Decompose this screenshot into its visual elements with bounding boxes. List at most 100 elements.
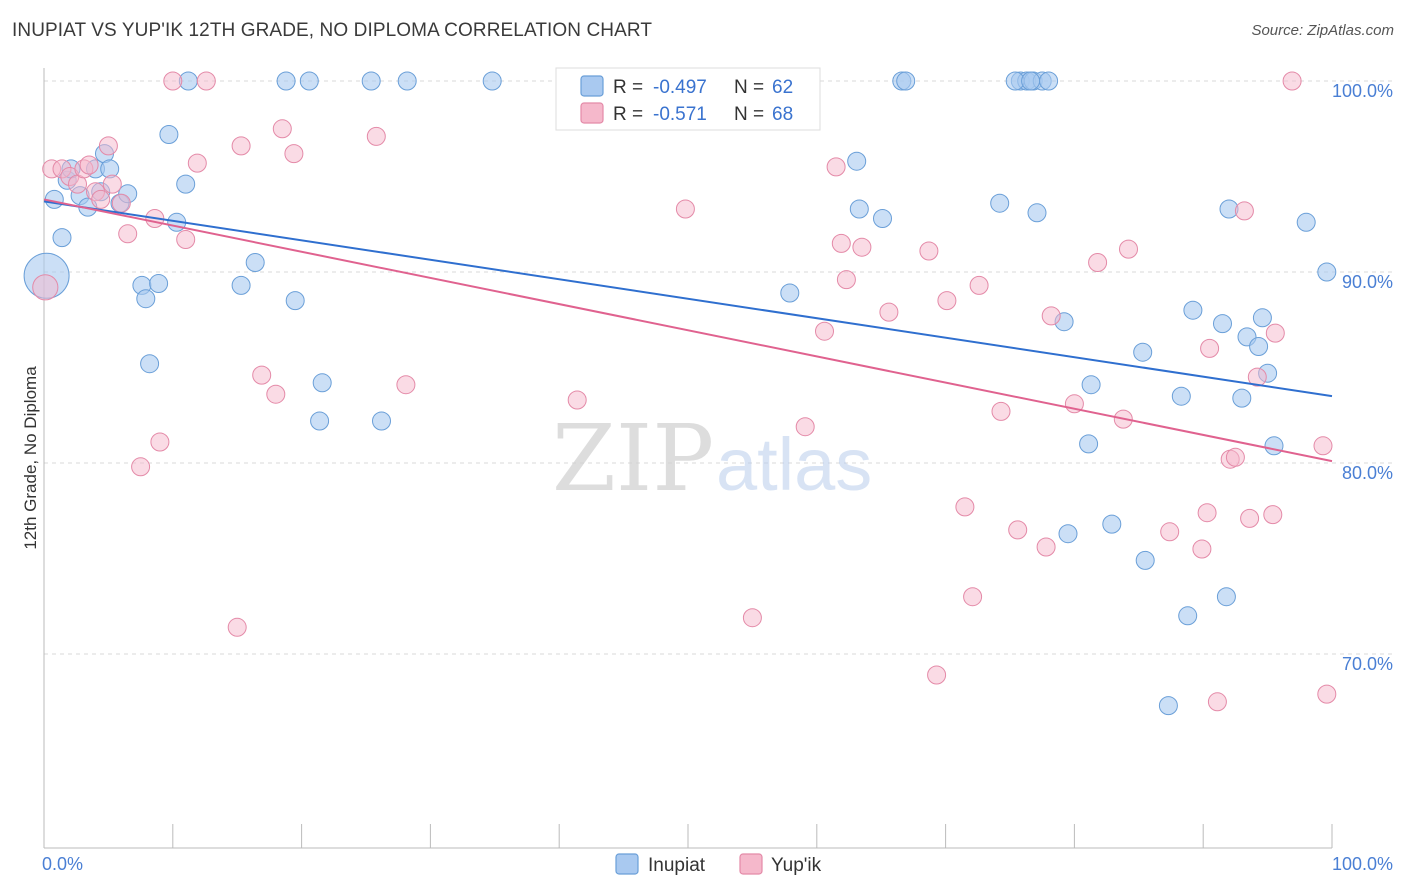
inupiat-point bbox=[176, 174, 196, 194]
yupik-point bbox=[927, 665, 947, 685]
yupik-point bbox=[815, 321, 834, 341]
inupiat-point bbox=[140, 354, 160, 374]
gridlines bbox=[44, 80, 1394, 655]
yupik-point bbox=[991, 401, 1011, 421]
yupik-point bbox=[1247, 367, 1267, 387]
yupik-point bbox=[675, 199, 695, 219]
bottom-legend-label-inupiat: Inupiat bbox=[648, 855, 706, 876]
inupiat-point bbox=[1171, 386, 1191, 406]
yupik-point bbox=[742, 608, 762, 628]
source-label: Source: ZipAtlas.com bbox=[1251, 22, 1394, 39]
inupiat-point bbox=[1081, 375, 1101, 395]
yupik-point bbox=[826, 157, 846, 177]
yupik-point bbox=[1119, 239, 1138, 259]
yupik-point bbox=[567, 390, 587, 410]
inupiat-point bbox=[1133, 342, 1153, 362]
inupiat-point bbox=[1249, 337, 1269, 356]
watermark-zip: ZIP bbox=[552, 405, 714, 512]
inupiat-trend-line bbox=[43, 200, 1333, 398]
yupik-point bbox=[955, 497, 975, 517]
chart-title: INUPIAT VS YUP'IK 12TH GRADE, NO DIPLOMA… bbox=[12, 20, 653, 41]
yupik-point bbox=[163, 71, 183, 91]
yupik-point bbox=[196, 71, 216, 91]
yupik-point bbox=[963, 587, 983, 607]
yupik-point bbox=[102, 174, 122, 194]
inupiat-point bbox=[149, 274, 169, 293]
inupiat-point bbox=[873, 209, 892, 228]
inupiat-points bbox=[23, 71, 1337, 716]
inupiat-point bbox=[1264, 436, 1284, 456]
yupik-point bbox=[879, 302, 899, 322]
yupik-point bbox=[284, 144, 304, 164]
yupik-point bbox=[98, 136, 118, 156]
yupik-point bbox=[1192, 539, 1212, 559]
yupik-point bbox=[176, 230, 196, 249]
yupik-point bbox=[272, 119, 292, 139]
yupik-point bbox=[919, 241, 939, 261]
yupik-point bbox=[32, 274, 59, 301]
yupik-point bbox=[396, 375, 416, 395]
inupiat-point bbox=[847, 151, 867, 171]
yupik-point bbox=[118, 224, 138, 244]
yupik-point bbox=[831, 233, 851, 253]
inupiat-point bbox=[1213, 314, 1232, 334]
inupiat-point bbox=[990, 193, 1010, 213]
yupik-points bbox=[32, 71, 1337, 712]
inupiat-point bbox=[1216, 587, 1236, 607]
legend-swatch-inupiat bbox=[580, 75, 604, 97]
yupik-point bbox=[1036, 537, 1056, 557]
legend-swatch-yupik bbox=[580, 102, 604, 124]
yupik-point bbox=[231, 136, 251, 156]
inupiat-point bbox=[276, 71, 296, 91]
legend-bottom: Inupiat Yup'ik bbox=[615, 853, 822, 876]
legend-n-label-yupik: N = bbox=[734, 104, 764, 125]
yupik-point bbox=[366, 126, 386, 146]
legend-top: R = -0.497 N = 62 R = -0.571 N = 68 bbox=[555, 67, 821, 131]
inupiat-point bbox=[482, 71, 502, 91]
legend-r-value-inupiat: -0.497 bbox=[653, 77, 707, 98]
y-tick-labels: 70.0% 80.0% 90.0% 100.0% bbox=[1332, 81, 1393, 674]
x-tick-labels: 0.0% 100.0% bbox=[42, 854, 1393, 874]
yupik-point bbox=[1207, 692, 1227, 712]
bottom-legend-label-yupik: Yup'ik bbox=[771, 855, 822, 876]
y-tick-label: 80.0% bbox=[1342, 463, 1393, 483]
yupik-point bbox=[79, 155, 99, 175]
inupiat-point bbox=[1027, 203, 1047, 223]
inupiat-point bbox=[1183, 300, 1203, 320]
yupik-point bbox=[1008, 520, 1028, 540]
watermark-atlas: atlas bbox=[716, 423, 872, 506]
yupik-point bbox=[1088, 253, 1108, 272]
yupik-point bbox=[1265, 323, 1285, 343]
yupik-point bbox=[150, 432, 170, 452]
inupiat-point bbox=[1232, 388, 1252, 408]
inupiat-point bbox=[361, 71, 381, 91]
yupik-point bbox=[852, 237, 872, 257]
legend-n-value-yupik: 68 bbox=[772, 104, 793, 125]
watermark: ZIP atlas bbox=[552, 405, 872, 512]
inupiat-point bbox=[372, 411, 391, 431]
yupik-point bbox=[1263, 505, 1283, 525]
inupiat-point bbox=[159, 125, 179, 144]
yupik-point bbox=[1240, 508, 1260, 528]
yupik-point bbox=[1160, 522, 1180, 542]
y-tick-label: 100.0% bbox=[1332, 81, 1393, 101]
inupiat-point bbox=[312, 373, 332, 393]
yupik-point bbox=[91, 189, 111, 209]
yupik-point bbox=[1197, 503, 1217, 523]
yupik-point bbox=[937, 291, 957, 311]
bottom-legend-swatch-yupik bbox=[739, 853, 763, 875]
inupiat-point bbox=[285, 291, 305, 311]
inupiat-point bbox=[1317, 262, 1337, 282]
yupik-point bbox=[227, 617, 247, 637]
inupiat-point bbox=[136, 289, 156, 309]
legend-n-value-inupiat: 62 bbox=[772, 77, 793, 98]
inupiat-point bbox=[299, 71, 319, 91]
yupik-point bbox=[252, 365, 272, 385]
yupik-point bbox=[836, 270, 856, 290]
x-axis-ticks bbox=[43, 824, 1333, 848]
yupik-point bbox=[1317, 684, 1337, 704]
inupiat-point bbox=[310, 411, 330, 431]
bottom-legend-swatch-inupiat bbox=[615, 853, 639, 875]
legend-r-label-yupik: R = bbox=[613, 104, 643, 125]
yupik-point bbox=[795, 417, 815, 437]
